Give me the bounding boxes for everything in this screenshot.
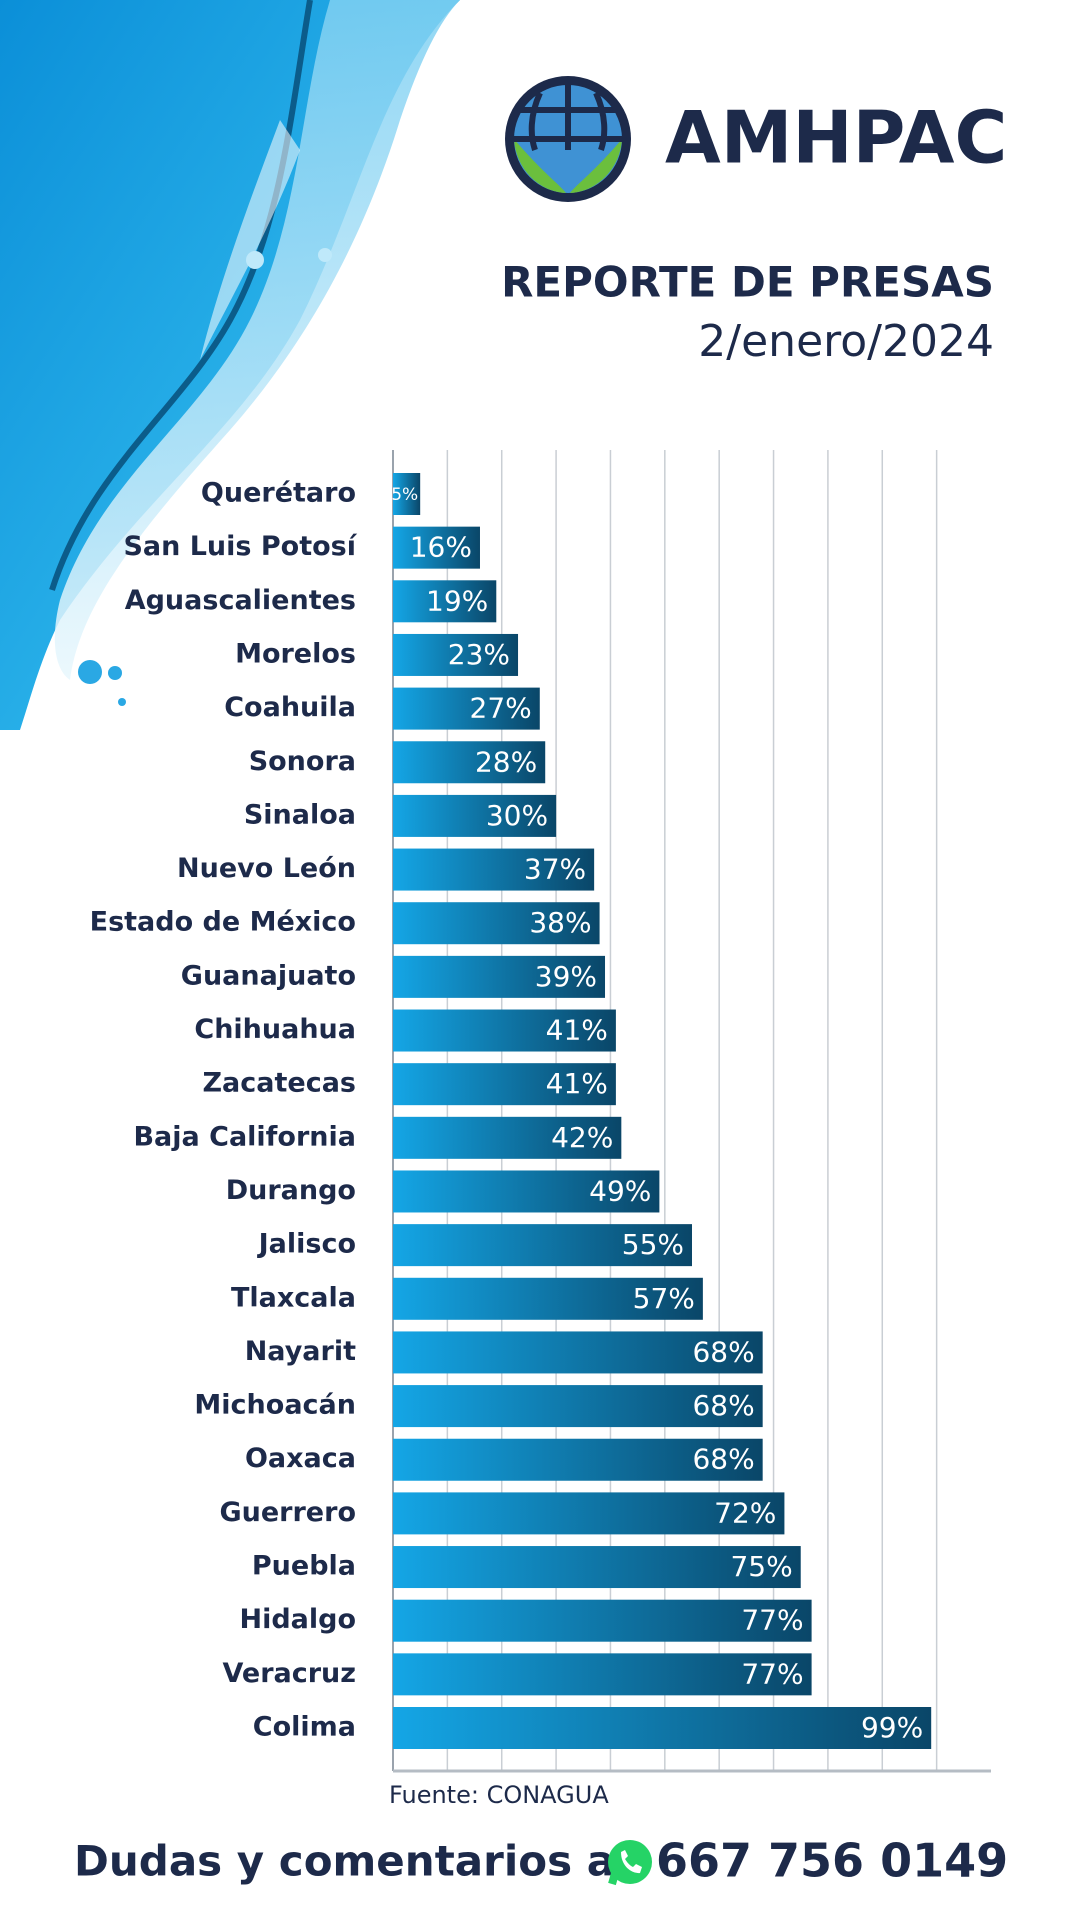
category-label: Michoacán <box>194 1390 356 1421</box>
value-label: 68% <box>692 1389 754 1422</box>
bar <box>393 1438 763 1481</box>
category-label: Zacatecas <box>202 1068 356 1099</box>
bar <box>393 1116 622 1159</box>
bar <box>393 526 480 569</box>
bar <box>393 848 595 891</box>
bar <box>393 1009 616 1052</box>
bar <box>393 580 497 623</box>
category-label: Puebla <box>252 1551 356 1582</box>
category-label: Guanajuato <box>181 960 356 991</box>
category-label: Guerrero <box>219 1497 356 1528</box>
value-label: 41% <box>546 1014 608 1047</box>
category-label: Morelos <box>235 638 356 669</box>
bar <box>393 1707 932 1749</box>
category-label: Coahuila <box>224 692 356 723</box>
bar <box>393 794 557 837</box>
bar <box>393 1599 812 1642</box>
value-label: 72% <box>714 1496 776 1529</box>
logo <box>505 76 631 202</box>
bar <box>393 1224 692 1267</box>
bar <box>393 741 546 784</box>
logo-text: AMHPAC <box>665 96 1007 180</box>
value-label: 38% <box>529 906 591 939</box>
category-label: Nayarit <box>245 1336 356 1367</box>
category-label: Chihuahua <box>194 1014 356 1045</box>
value-label: 23% <box>448 638 510 671</box>
bar <box>393 1331 763 1374</box>
category-label: San Luis Potosí <box>123 531 357 562</box>
value-label: 5% <box>391 485 418 505</box>
bar <box>393 1385 763 1428</box>
value-label: 55% <box>622 1228 684 1261</box>
bar <box>393 687 540 730</box>
category-label: Jalisco <box>257 1229 356 1260</box>
category-label: Colima <box>253 1712 356 1743</box>
source-note: Fuente: CONAGUA <box>389 1781 609 1809</box>
value-label: 99% <box>861 1711 923 1744</box>
category-label: Sinaloa <box>244 799 356 830</box>
category-label: Nuevo León <box>177 853 356 884</box>
value-label: 16% <box>410 531 472 564</box>
category-label: Veracruz <box>222 1658 356 1689</box>
value-label: 19% <box>426 584 488 617</box>
value-label: 27% <box>470 692 532 725</box>
category-label: Oaxaca <box>245 1443 356 1474</box>
value-label: 28% <box>475 745 537 778</box>
category-label: Durango <box>226 1175 356 1206</box>
value-label: 68% <box>692 1443 754 1476</box>
bar <box>393 1546 801 1589</box>
category-label: Baja California <box>133 1121 356 1152</box>
bar <box>393 1492 785 1535</box>
value-label: 68% <box>692 1335 754 1368</box>
whatsapp-icon <box>608 1840 652 1886</box>
footer-text: Dudas y comentarios al <box>74 1837 629 1886</box>
phone-number: 667 756 0149 <box>656 1834 1008 1888</box>
bar <box>393 473 421 515</box>
bar <box>393 902 600 945</box>
value-label: 77% <box>741 1657 803 1690</box>
category-label: Sonora <box>249 746 356 777</box>
value-label: 41% <box>546 1067 608 1100</box>
value-label: 57% <box>633 1282 695 1315</box>
value-label: 75% <box>730 1550 792 1583</box>
water-decoration <box>0 0 460 730</box>
bar <box>393 633 519 676</box>
value-label: 39% <box>535 960 597 993</box>
category-label: Estado de México <box>90 907 356 938</box>
bar <box>393 955 606 998</box>
value-label: 42% <box>551 1121 613 1154</box>
plot: Querétaro 5% San Luis Potosí 16% Aguascalien… <box>90 450 991 1773</box>
bar <box>393 1063 616 1106</box>
bar <box>393 1277 703 1320</box>
value-label: 37% <box>524 853 586 886</box>
chart-title: REPORTE DE PRESAS <box>501 258 994 307</box>
category-label: Tlaxcala <box>231 1282 356 1313</box>
category-label: Querétaro <box>201 478 356 509</box>
category-label: Hidalgo <box>239 1604 356 1635</box>
bar <box>393 1653 812 1696</box>
value-label: 49% <box>589 1174 651 1207</box>
bar <box>393 1170 660 1213</box>
value-label: 30% <box>486 799 548 832</box>
chart-subtitle: 2/enero/2024 <box>698 316 994 367</box>
value-label: 77% <box>741 1604 803 1637</box>
category-label: Aguascalientes <box>125 585 356 616</box>
